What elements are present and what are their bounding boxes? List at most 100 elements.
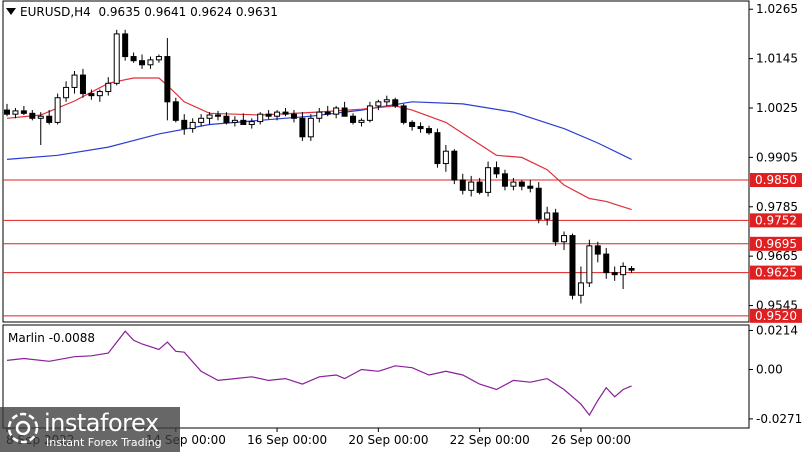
chart-frame bbox=[2, 0, 750, 429]
candle-body bbox=[493, 167, 500, 175]
candle-body bbox=[442, 150, 449, 165]
level-label: 0.9520 bbox=[755, 309, 797, 323]
candle-body bbox=[240, 119, 247, 125]
candle-body bbox=[172, 101, 179, 121]
level-label: 0.9625 bbox=[755, 266, 797, 280]
candle-body bbox=[130, 56, 137, 62]
candle-body bbox=[299, 117, 306, 138]
candle-body bbox=[307, 117, 314, 138]
watermark-tagline: Instant Forex Trading bbox=[46, 436, 162, 449]
level-badge bbox=[750, 308, 802, 323]
x-tick-label: 20 Sep 00:00 bbox=[348, 433, 428, 447]
x-tick-label: 26 Sep 00:00 bbox=[551, 433, 631, 447]
candle-body bbox=[561, 235, 568, 243]
candle-body bbox=[274, 111, 281, 117]
y-tick-label: 1.0265 bbox=[756, 2, 798, 16]
candle-body bbox=[409, 121, 416, 128]
candle-body bbox=[71, 74, 78, 88]
candle-body bbox=[451, 150, 458, 181]
candle-body bbox=[620, 265, 627, 276]
candle-body bbox=[231, 119, 238, 123]
level-badge bbox=[750, 265, 802, 280]
candle-body bbox=[341, 107, 348, 117]
candle-body bbox=[113, 33, 120, 84]
y-tick-label: 1.0145 bbox=[756, 52, 798, 66]
candle-body bbox=[518, 181, 525, 187]
candle-body bbox=[569, 235, 576, 296]
watermark-brand: instaforex bbox=[44, 409, 159, 437]
candle-body bbox=[181, 119, 188, 130]
candle-body bbox=[324, 111, 331, 115]
level-badge bbox=[750, 213, 802, 228]
price-levels bbox=[3, 179, 749, 317]
chart-title: EURUSD,H4 0.9635 0.9641 0.9624 0.9631 bbox=[6, 5, 278, 19]
oscillator-panel-border bbox=[2, 324, 750, 429]
candle-body bbox=[290, 113, 297, 119]
main-panel-border bbox=[2, 0, 750, 323]
candle-body bbox=[96, 91, 103, 97]
candle-body bbox=[383, 99, 390, 103]
dropdown-triangle-icon[interactable] bbox=[6, 8, 16, 15]
candle-body bbox=[594, 245, 601, 255]
indicator-label: Marlin -0.0088 bbox=[8, 331, 96, 345]
candle-body bbox=[198, 117, 205, 123]
candle-body bbox=[189, 121, 196, 130]
marlin-line bbox=[6, 330, 632, 417]
candle-body bbox=[63, 86, 70, 99]
candle-body bbox=[105, 82, 112, 93]
ohlc-values: 0.9635 0.9641 0.9624 0.9631 bbox=[98, 5, 278, 19]
instaforex-logo-icon bbox=[7, 412, 39, 444]
y-tick-label: 0.9905 bbox=[756, 150, 798, 164]
candle-body bbox=[265, 113, 272, 117]
candle-body bbox=[426, 128, 432, 134]
level-label: 0.9752 bbox=[755, 213, 797, 227]
candle-body bbox=[527, 185, 534, 189]
candle-body bbox=[468, 181, 475, 191]
candle-body bbox=[544, 212, 551, 220]
candle-body bbox=[333, 107, 340, 115]
candle-body bbox=[611, 272, 618, 276]
osc-tick-label: 0.00 bbox=[756, 362, 783, 376]
candle-body bbox=[577, 282, 584, 296]
candle-body bbox=[375, 101, 382, 107]
candle-body bbox=[282, 111, 289, 115]
candle-body bbox=[37, 115, 44, 119]
level-badge bbox=[750, 173, 802, 188]
candle-body bbox=[54, 97, 61, 123]
level-label: 0.9695 bbox=[755, 237, 797, 251]
candle-body bbox=[485, 167, 492, 193]
candle-body bbox=[350, 115, 357, 123]
level-label: 0.9850 bbox=[755, 173, 797, 187]
candle-body bbox=[164, 56, 171, 103]
oscillator-panel bbox=[6, 330, 632, 417]
candles bbox=[4, 29, 635, 304]
candle-body bbox=[155, 56, 162, 61]
candle-body bbox=[476, 181, 483, 193]
axes: 1.0265 1.0145 1.0025 0.9905 0.9785 0.9665 0.95… bbox=[6, 2, 802, 447]
candle-body bbox=[4, 109, 10, 115]
candle-body bbox=[358, 119, 365, 123]
candle-body bbox=[215, 114, 221, 117]
candle-body bbox=[366, 105, 373, 121]
candle-body bbox=[122, 33, 129, 58]
candle-body bbox=[248, 121, 255, 125]
symbol-label: EURUSD,H4 bbox=[20, 5, 91, 19]
candle-body bbox=[603, 253, 610, 274]
candle-body bbox=[88, 93, 95, 97]
instaforex-watermark: instaforex Instant Forex Trading bbox=[0, 407, 180, 452]
level-badge bbox=[750, 236, 802, 251]
candle-body bbox=[434, 132, 441, 165]
candle-body bbox=[501, 173, 508, 187]
candle-body bbox=[79, 74, 86, 95]
y-tick-label: 0.9665 bbox=[756, 249, 798, 263]
candle-body bbox=[392, 99, 399, 107]
y-tick-label: 1.0025 bbox=[756, 101, 798, 115]
fast-moving-average-line bbox=[6, 77, 632, 211]
y-tick-label: 0.9785 bbox=[756, 200, 798, 214]
candle-body bbox=[552, 212, 559, 243]
candle-body bbox=[139, 60, 146, 66]
candle-body bbox=[12, 110, 19, 115]
candle-body bbox=[223, 115, 230, 123]
candle-body bbox=[316, 111, 323, 119]
